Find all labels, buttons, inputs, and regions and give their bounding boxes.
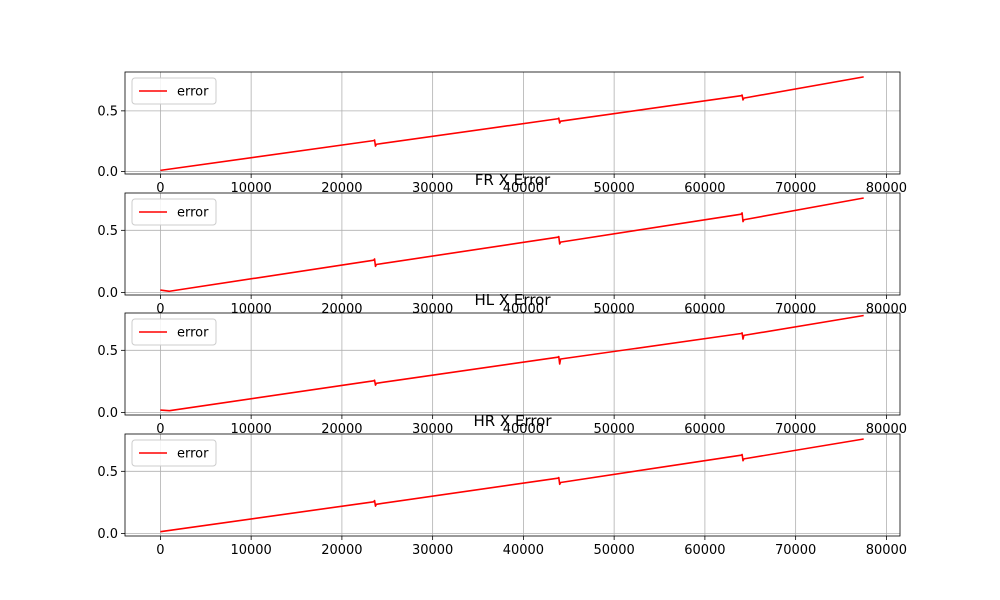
legend-box — [131, 198, 217, 226]
x-tick-label: 40000 — [503, 422, 544, 437]
axes-frame — [124, 71, 901, 175]
series-line-error — [160, 314, 864, 412]
x-tick-label: 60000 — [684, 422, 725, 437]
y-tick-label: 0.5 — [97, 344, 118, 359]
x-tick-label: 0 — [156, 422, 164, 437]
x-tick-label: 50000 — [593, 543, 634, 558]
legend-box — [131, 77, 217, 105]
x-tick-label: 30000 — [412, 422, 453, 437]
subplot-title: FR X Error — [475, 171, 551, 189]
subplot-2: 0 10000 20000 30000 40000 50000 60000 70000 8000… — [97, 171, 907, 317]
x-tick-label: 0 — [156, 543, 164, 558]
axes-frame — [124, 433, 901, 537]
x-tick-label: 10000 — [230, 422, 271, 437]
x-tick-label: 80000 — [866, 181, 907, 196]
x-tick-label: 70000 — [775, 181, 816, 196]
y-tick-label: 0.0 — [97, 406, 118, 421]
legend-label: error — [177, 85, 209, 100]
x-tick-label: 10000 — [230, 543, 271, 558]
legend-box — [131, 439, 217, 467]
series-line-error — [160, 197, 864, 293]
x-tick-label: 60000 — [684, 181, 725, 196]
x-tick-label: 40000 — [503, 543, 544, 558]
x-tick-label: 0 — [156, 181, 164, 196]
x-tick-label: 80000 — [866, 422, 907, 437]
subplot-title: HL X Error — [474, 291, 551, 309]
legend: error — [131, 439, 217, 467]
x-tick-label: 60000 — [684, 543, 725, 558]
legend-box — [131, 318, 217, 346]
y-tick-label: 0.0 — [97, 286, 118, 301]
x-tick-label: 20000 — [321, 543, 362, 558]
legend: error — [131, 318, 217, 346]
axes-frame — [124, 192, 901, 296]
subplot-4: 0 10000 20000 30000 40000 50000 60000 70000 8000… — [97, 412, 907, 558]
series-line-error — [160, 76, 864, 172]
x-tick-label: 20000 — [321, 181, 362, 196]
legend: error — [131, 77, 217, 105]
y-tick-label: 0.5 — [97, 465, 118, 480]
x-tick-label: 80000 — [866, 543, 907, 558]
x-tick-label: 40000 — [503, 181, 544, 196]
legend-label: error — [177, 326, 209, 341]
x-tick-label: 30000 — [412, 181, 453, 196]
x-tick-label: 10000 — [230, 181, 271, 196]
axes-frame — [124, 312, 901, 416]
legend-label: error — [177, 206, 209, 221]
y-tick-label: 0.5 — [97, 104, 118, 119]
y-tick-label: 0.0 — [97, 527, 118, 542]
x-tick-label: 20000 — [321, 422, 362, 437]
subplot-1: 0 10000 20000 30000 40000 50000 60000 70000 8000… — [97, 71, 907, 196]
subplot-title: HR X Error — [473, 412, 552, 430]
x-tick-label: 50000 — [593, 181, 634, 196]
x-tick-label: 0 — [156, 302, 164, 317]
legend: error — [131, 198, 217, 226]
x-tick-label: 70000 — [775, 543, 816, 558]
subplot-3: 0 10000 20000 30000 40000 50000 60000 70000 8000… — [97, 291, 907, 437]
x-tick-label: 30000 — [412, 543, 453, 558]
legend-label: error — [177, 447, 209, 462]
x-tick-label: 50000 — [593, 422, 634, 437]
y-tick-label: 0.0 — [97, 165, 118, 180]
series-line-error — [160, 438, 864, 533]
y-tick-label: 0.5 — [97, 224, 118, 239]
x-tick-label: 70000 — [775, 422, 816, 437]
